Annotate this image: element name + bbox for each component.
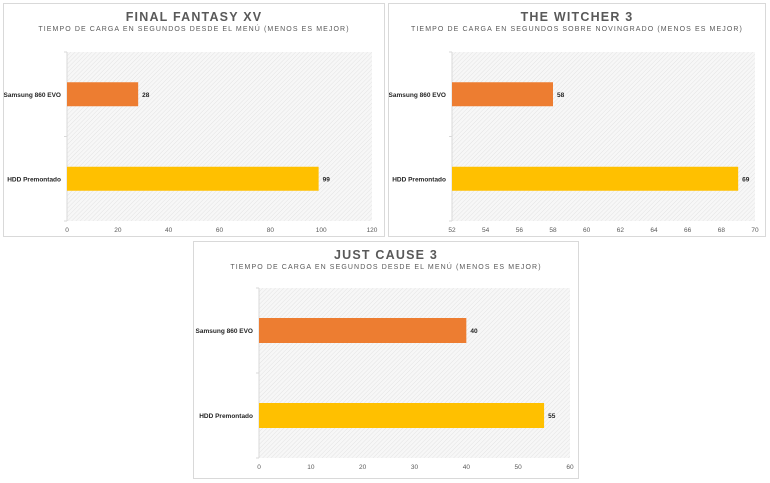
x-tick-label: 0 [257,464,261,471]
category-label: Samsung 860 EVO [4,92,61,99]
x-tick-label: 20 [114,227,122,234]
chart-subtitle: TIEMPO DE CARGA EN SEGUNDOS DESDE EL MEN… [38,26,350,33]
category-label: Samsung 860 EVO [389,92,446,99]
chart-just-cause-3: JUST CAUSE 3 TIEMPO DE CARGA EN SEGUNDOS… [193,241,579,479]
x-tick-label: 40 [463,464,471,471]
bar [452,82,553,107]
x-tick-label: 10 [307,464,315,471]
chart-the-witcher-3: THE WITCHER 3 TIEMPO DE CARGA EN SEGUNDO… [388,3,766,237]
chart-plot: Samsung 860 EVO 40 HDD Premontado 55 0 10 20 30… [196,287,574,471]
category-label: Samsung 860 EVO [196,328,253,335]
chart-plot: Samsung 860 EVO 58 HDD Premontado 69 52 54 56 5… [389,51,759,234]
category-label: HDD Premontado [199,413,253,420]
x-tick-label: 30 [411,464,419,471]
x-tick-label: 40 [165,227,173,234]
category-label: HDD Premontado [7,176,61,183]
x-tick-label: 56 [516,227,524,234]
x-tick-label: 0 [65,227,69,234]
chart-plot: Samsung 860 EVO 28 HDD Premontado 99 0 20 40 60… [4,51,378,234]
category-label: HDD Premontado [392,176,446,183]
chart-subtitle: TIEMPO DE CARGA EN SEGUNDOS DESDE EL MEN… [230,264,542,271]
x-tick-label: 60 [583,227,591,234]
x-tick-label: 120 [367,227,378,234]
data-label: 28 [142,92,150,99]
chart-final-fantasy-xv: FINAL FANTASY XV TIEMPO DE CARGA EN SEGU… [3,3,385,237]
chart-title: THE WITCHER 3 [520,10,634,24]
plot-area [259,288,570,458]
bar [67,166,319,191]
chart-subtitle: TIEMPO DE CARGA EN SEGUNDOS SOBRE NOVING… [411,26,743,33]
x-tick-label: 64 [650,227,658,234]
x-tick-label: 68 [718,227,726,234]
data-label: 69 [742,176,750,183]
x-tick-label: 58 [549,227,557,234]
x-tick-label: 50 [515,464,523,471]
x-tick-label: 66 [684,227,692,234]
bar [259,318,467,343]
x-tick-label: 20 [359,464,367,471]
bar [67,82,139,107]
bar [259,403,545,428]
chart-title: JUST CAUSE 3 [333,248,438,262]
x-tick-label: 60 [216,227,224,234]
data-label: 99 [323,176,331,183]
x-tick-label: 62 [617,227,625,234]
x-tick-label: 54 [482,227,490,234]
x-tick-label: 52 [448,227,456,234]
x-tick-label: 100 [316,227,327,234]
chart-title: FINAL FANTASY XV [125,10,263,24]
plot-area [67,52,372,221]
bar [452,166,739,191]
data-label: 40 [470,328,478,335]
data-label: 58 [557,92,565,99]
plot-area [452,52,755,221]
data-label: 55 [548,413,556,420]
x-tick-label: 70 [751,227,759,234]
x-tick-label: 60 [566,464,574,471]
x-tick-label: 80 [267,227,275,234]
